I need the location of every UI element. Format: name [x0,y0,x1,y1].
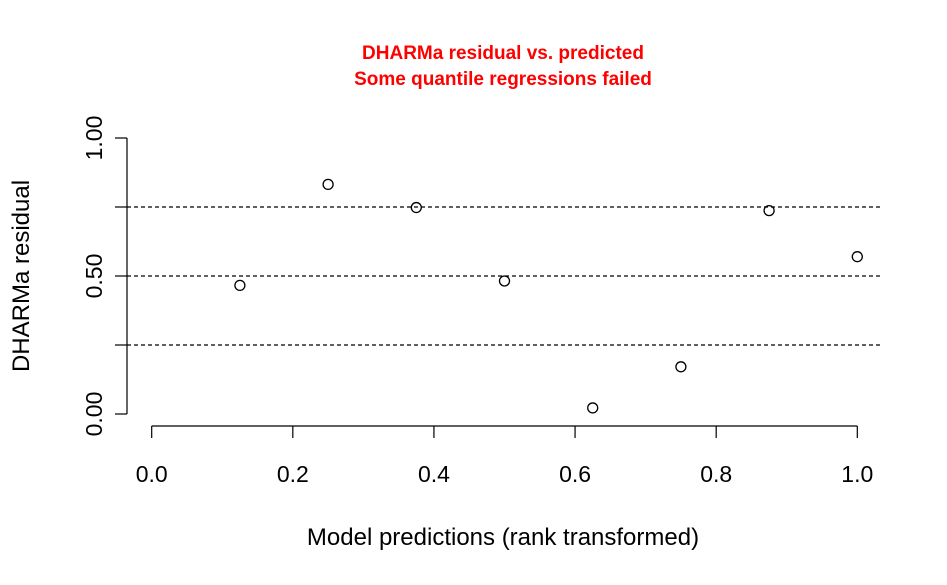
x-tick-label-5: 1.0 [841,461,873,487]
y-tick-label-0: 0.00 [81,392,107,437]
data-point-2 [410,201,422,214]
y-tick-label-4: 1.00 [81,116,107,161]
x-tick-label-2: 0.4 [418,461,450,487]
chart-title: DHARMa residual vs. predicted [362,43,644,64]
data-point-7 [851,251,863,263]
x-tick-label-4: 0.8 [700,461,732,487]
data-points [234,178,863,414]
y-tick-label-2: 0.50 [81,254,107,299]
x-tick-label-3: 0.6 [559,461,591,487]
data-point-0 [234,279,246,292]
x-tick-label-1: 0.2 [277,461,309,487]
x-tick-label-0: 0.0 [136,461,168,487]
y-axis-label: DHARMa residual [8,180,35,372]
data-point-3 [498,275,511,287]
data-point-1 [322,178,334,191]
y-axis: 0.00 0.50 1.00 [81,116,128,437]
x-axis: 0.0 0.2 0.4 0.6 0.8 1.0 [136,425,873,487]
data-point-4 [587,402,599,414]
data-point-6 [763,204,775,217]
chart-subtitle: Some quantile regressions failed [354,69,652,90]
x-axis-label: Model predictions (rank transformed) [307,524,699,551]
data-point-5 [675,361,687,373]
